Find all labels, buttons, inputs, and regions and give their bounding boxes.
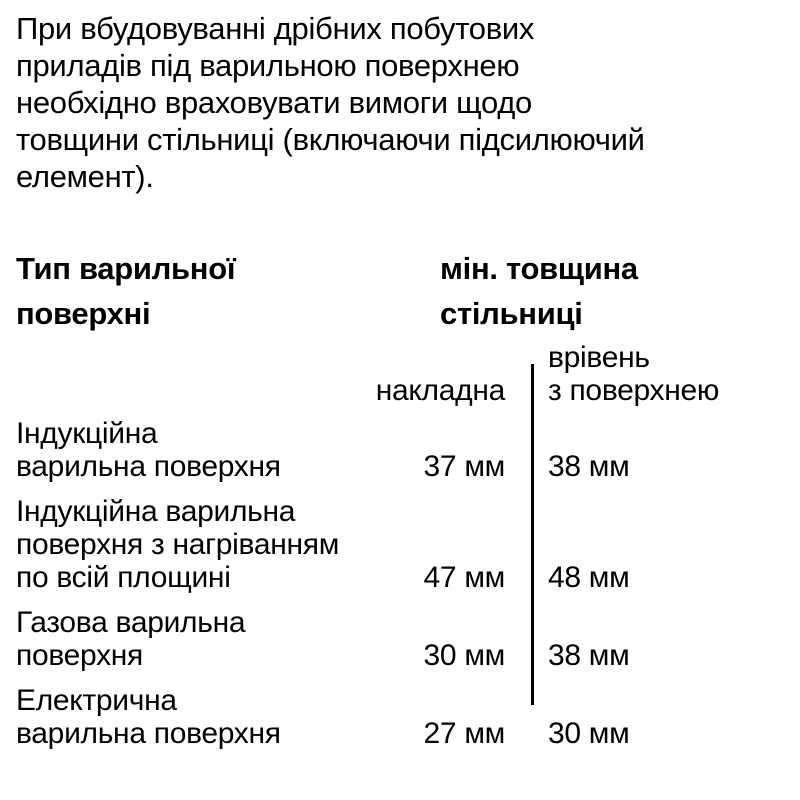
table-row-induction-full-surface: Індукційна варильна поверхня з нагріванн…	[16, 495, 790, 594]
hob-type-cell: Електрична варильна поверхня	[16, 684, 281, 750]
flush-thickness-cell: 30 мм	[548, 717, 630, 750]
hob-type-cell: Індукційна варильна поверхня з нагріванн…	[16, 495, 340, 594]
flush-thickness-cell: 48 мм	[548, 561, 630, 594]
table-row-induction: Індукційна варильна поверхня 37 мм 38 мм	[16, 417, 790, 483]
flush-thickness-cell: 38 мм	[548, 450, 630, 483]
column-divider-rule	[531, 364, 534, 705]
column-header-min-thickness: мін. товщина стільниці	[440, 251, 638, 331]
subheader-flush: врівень з поверхнею	[548, 341, 720, 407]
overlay-thickness-cell: 30 мм	[423, 639, 506, 672]
overlay-thickness-cell: 37 мм	[423, 450, 506, 483]
hob-type-cell: Газова варильна поверхня	[16, 606, 246, 672]
overlay-thickness-cell: 27 мм	[423, 717, 506, 750]
table-header: Тип варильної поверхні мін. товщина стіл…	[16, 246, 790, 336]
intro-paragraph: При вбудовуванні дрібних побутових прила…	[16, 11, 645, 194]
flush-thickness-cell: 38 мм	[548, 639, 630, 672]
table-row-gas: Газова варильна поверхня 30 мм 38 мм	[16, 606, 790, 672]
thickness-table: накладна врівень з поверхнею Індукційна …	[16, 341, 790, 762]
hob-type-cell: Індукційна варильна поверхня	[16, 417, 281, 483]
subheader-overlay: накладна	[375, 374, 506, 407]
subheader-row: накладна врівень з поверхнею	[16, 341, 790, 407]
table-row-electric: Електрична варильна поверхня 27 мм 30 мм	[16, 684, 790, 750]
overlay-thickness-cell: 47 мм	[423, 561, 506, 594]
column-header-hob-type: Тип варильної поверхні	[16, 251, 236, 331]
